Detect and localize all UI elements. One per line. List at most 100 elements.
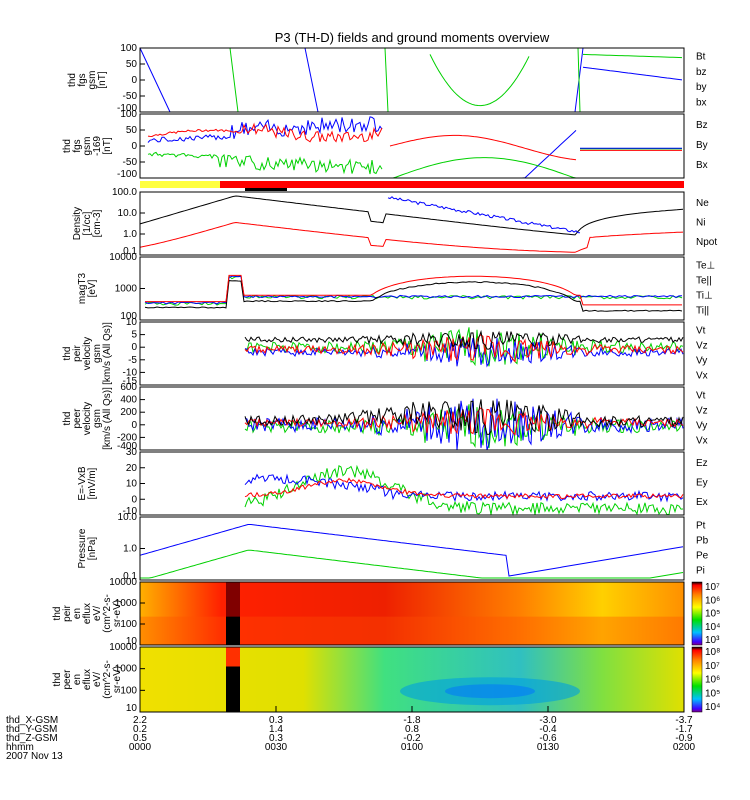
y-axis-label: [nT] (97, 71, 108, 88)
colorbar (691, 646, 703, 713)
colorbar-tick-label: 10⁷ (705, 661, 720, 672)
y-tick-label: 100 (120, 619, 137, 630)
panel-frame (139, 386, 685, 451)
y-tick-label: -10 (123, 367, 138, 378)
y-axis-label: [1/cc] (82, 211, 93, 235)
y-tick-label: -15 (123, 376, 138, 387)
y-axis-label: gsm (92, 344, 103, 363)
legend-Ti||: Ti|| (696, 306, 709, 317)
y-tick-label: 0.1 (123, 246, 137, 257)
x-tick-label: 0100 (401, 742, 424, 753)
npot-series (387, 196, 581, 234)
burst-bar (245, 188, 287, 191)
y-axis-label: -169 (92, 136, 103, 156)
panel-frame (139, 321, 685, 386)
legend-Pt: Pt (696, 521, 706, 532)
y-tick-label: 50 (126, 59, 138, 70)
y-axis-label: thd (52, 607, 63, 621)
x-tick-label: 0000 (129, 742, 152, 753)
y-axis-label: thd (67, 73, 78, 87)
legend-Ti⊥: Ti⊥ (696, 291, 713, 302)
y-axis-label: [cm-3] (92, 209, 103, 237)
electron-core (445, 684, 535, 699)
y-tick-label: 10000 (109, 577, 137, 588)
y-axis-label: E=-VxB (77, 466, 88, 501)
y-tick-label: 0 (131, 141, 137, 152)
legend-Vy: Vy (696, 421, 707, 432)
x-tick-label: 0.2 (133, 724, 147, 735)
y-axis-label: gsm (82, 137, 93, 156)
panel-frame (139, 191, 685, 256)
electron-spectrogram (140, 647, 684, 712)
y-tick-label: 10.0 (118, 512, 138, 523)
by-jump (577, 47, 581, 113)
colorbar-tick-label: 10⁴ (705, 622, 720, 633)
chart-title: P3 (TH-D) fields and ground moments over… (275, 30, 550, 45)
y-axis-label: en (72, 674, 83, 685)
y-tick-label: 0 (131, 494, 137, 505)
ti-perp-series (144, 275, 683, 305)
colorbar-tick-label: 10⁴ (705, 702, 720, 713)
electron-gap-black (226, 666, 240, 712)
y-tick-label: 200 (120, 407, 137, 418)
y-tick-label: 0 (131, 420, 137, 431)
legend-Vx: Vx (696, 436, 708, 447)
y-axis-label: [km/s (All Qs)] (102, 387, 113, 450)
y-tick-label: -400 (117, 441, 137, 452)
x-axis-row-label: hhmm (6, 742, 34, 753)
y-axis-label: thd (62, 347, 73, 361)
y-tick-label: 1.0 (123, 229, 137, 240)
ni-series (139, 195, 684, 236)
x-tick-label: 0030 (265, 742, 288, 753)
panel-frame (139, 581, 685, 646)
legend-Pb: Pb (696, 536, 709, 547)
panel-frame (139, 47, 685, 113)
legend-Bx: Bx (696, 160, 708, 171)
y-axis-label: eV/ (92, 672, 103, 687)
y-axis-label: en (72, 608, 83, 619)
legend-Vt: Vt (696, 391, 706, 402)
x-tick-label: 0.8 (405, 724, 419, 735)
y-tick-label: 10 (126, 479, 138, 490)
mode-bar-slow (140, 181, 220, 188)
legend-By: By (696, 140, 708, 151)
peer-vt-series (244, 399, 684, 435)
peir-vt-series (244, 329, 684, 350)
legend-Bz: Bz (696, 120, 708, 131)
y-tick-label: 0.1 (123, 571, 137, 582)
colorbar-tick-label: 10⁸ (705, 647, 720, 658)
legend-Te⊥: Te⊥ (696, 261, 715, 272)
x-tick-label: -0.4 (539, 724, 557, 735)
y-tick-label: -50 (123, 157, 138, 168)
x-tick-label: -1.7 (675, 724, 693, 735)
legend-Ey: Ey (696, 478, 708, 489)
y-tick-label: 10000 (109, 642, 137, 653)
y-axis-label: eflux (82, 603, 93, 624)
legend-Vz: Vz (696, 406, 708, 417)
y-tick-label: 1000 (115, 598, 138, 609)
legend-bx: bx (696, 97, 707, 108)
bz-series-2 (389, 134, 577, 161)
y-tick-label: 0 (131, 342, 137, 353)
bx-series-2 (304, 47, 319, 113)
x-tick-label: 0130 (537, 742, 560, 753)
y-tick-label: 20 (126, 463, 138, 474)
y-axis-label: sr-eV) (112, 600, 123, 627)
y-axis-label: thd (52, 673, 63, 687)
legend-Te||: Te|| (696, 276, 712, 287)
ne-series (139, 221, 684, 253)
peer-vy-series (244, 404, 684, 449)
legend-Pe: Pe (696, 551, 709, 562)
y-axis-label: [nT] (102, 137, 113, 154)
x-tick-label: 2.2 (133, 715, 147, 726)
y-axis-label: [mV/m] (87, 467, 98, 499)
x-axis-row-label: thd_X-GSM (6, 715, 58, 726)
y-axis-label: peir (62, 604, 73, 621)
y-tick-label: -100 (117, 169, 137, 180)
y-tick-label: 50 (126, 125, 138, 136)
y-tick-label: 10 (126, 317, 138, 328)
mode-bar-fast (220, 181, 684, 188)
bz-series (147, 122, 383, 143)
colorbar-tick-label: 10⁷ (705, 582, 720, 593)
y-axis-label: gsm (87, 71, 98, 90)
